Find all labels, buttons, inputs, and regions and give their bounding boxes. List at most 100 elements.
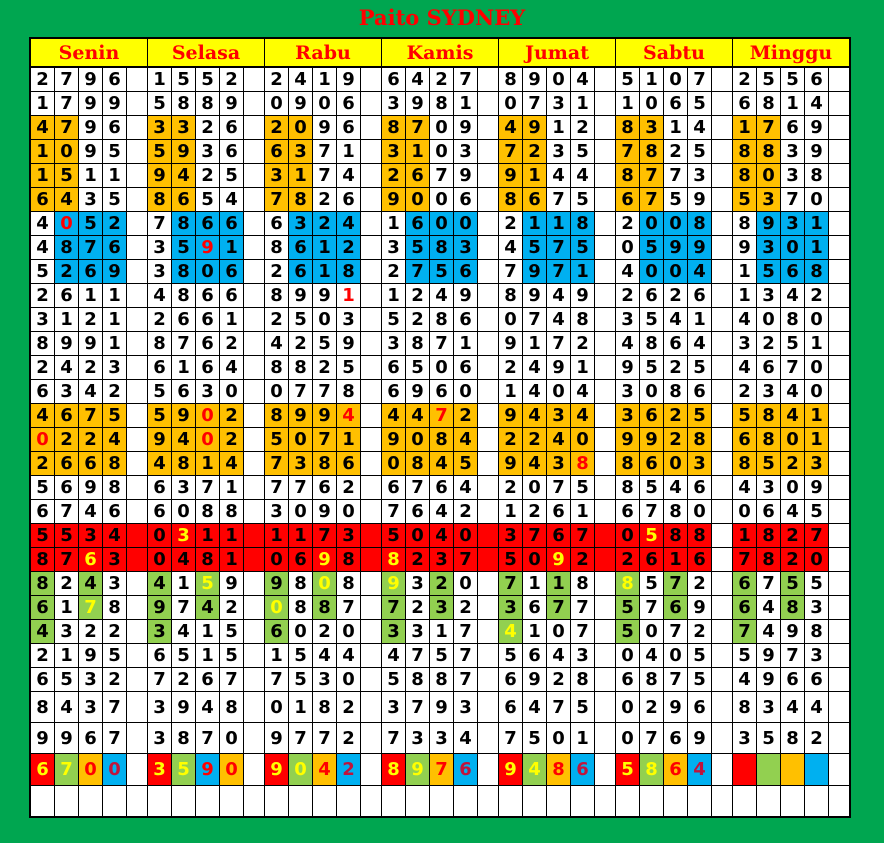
gap-cell [828,753,851,786]
gap-cell [126,451,148,476]
digit-cell: 7 [546,235,571,260]
digit-cell: 8 [732,451,757,476]
digit-cell: 4 [219,355,244,380]
digit-cell: 2 [687,571,712,596]
gap-cell [594,283,616,308]
digit-cell: 8 [498,66,523,92]
digit-cell: 3 [615,307,640,332]
digit-cell: 1 [29,91,55,116]
empty-cell [288,785,313,818]
gap-cell [828,139,851,164]
digit-cell: 8 [498,283,523,308]
digit-cell: 3 [54,379,79,404]
digit-cell: 0 [288,619,313,644]
summary-cell: 0 [288,753,313,786]
empty-cell [756,785,781,818]
gap-cell [477,427,499,452]
gap-cell [126,283,148,308]
digit-cell: 5 [687,643,712,668]
digit-cell: 6 [195,283,220,308]
digit-cell: 7 [804,523,829,548]
digit-cell: 8 [29,331,55,356]
digit-cell: 8 [687,427,712,452]
digit-cell: 1 [615,91,640,116]
gap-cell [594,331,616,356]
gap-cell [594,235,616,260]
digit-cell: 7 [312,163,337,188]
digit-cell: 4 [780,691,805,723]
digit-cell: 2 [429,66,454,92]
digit-cell: 6 [780,259,805,284]
digit-cell: 2 [29,451,55,476]
gap-cell [828,187,851,212]
digit-cell: 1 [312,66,337,92]
digit-cell: 2 [54,259,79,284]
digit-cell: 9 [687,722,712,754]
digit-cell: 5 [29,523,55,548]
digit-cell: 9 [804,115,829,140]
digit-cell: 7 [546,691,571,723]
gap-cell [828,643,851,668]
gap-cell [360,403,382,428]
paito-table: Senin Selasa Rabu Kamis Jumat Sabtu Minggu 2 7 9 6… [29,37,851,818]
digit-cell: 8 [756,403,781,428]
digit-cell: 3 [102,547,127,572]
gap-cell [243,722,265,754]
digit-cell: 5 [288,667,313,692]
digit-cell: 6 [29,187,55,212]
digit-cell: 4 [780,403,805,428]
digit-cell: 0 [639,259,664,284]
digit-cell: 7 [288,722,313,754]
gap-cell [711,753,733,786]
digit-cell: 7 [498,139,523,164]
digit-cell: 3 [804,643,829,668]
gap-cell [243,499,265,524]
gap-cell [594,355,616,380]
digit-cell: 5 [780,331,805,356]
digit-cell: 8 [639,667,664,692]
digit-cell: 1 [54,643,79,668]
digit-cell: 9 [102,259,127,284]
digit-cell: 4 [780,499,805,524]
digit-cell: 3 [804,595,829,620]
digit-cell: 1 [498,379,523,404]
gap-cell [477,235,499,260]
header-row: Senin Selasa Rabu Kamis Jumat Sabtu Minggu [29,37,851,68]
gap-cell [711,211,733,236]
digit-cell: 3 [405,619,430,644]
summary-cell [756,753,781,786]
digit-cell: 1 [522,619,547,644]
digit-cell: 6 [429,379,454,404]
digit-cell: 6 [756,499,781,524]
digit-cell: 2 [663,283,688,308]
digit-cell: 5 [381,307,406,332]
digit-cell: 4 [29,211,55,236]
digit-cell: 4 [732,667,757,692]
gap-cell [711,355,733,380]
digit-cell: 1 [54,307,79,332]
digit-cell: 7 [453,619,478,644]
digit-cell: 5 [687,667,712,692]
digit-cell: 4 [615,331,640,356]
gap-cell [477,619,499,644]
digit-cell: 7 [381,499,406,524]
digit-cell: 7 [546,187,571,212]
digit-cell: 7 [54,66,79,92]
summary-cell: 6 [570,753,595,786]
digit-cell: 6 [288,259,313,284]
empty-cell [126,785,148,818]
digit-cell: 4 [732,307,757,332]
digit-cell: 5 [102,403,127,428]
empty-cell [639,785,664,818]
digit-cell: 4 [171,547,196,572]
digit-cell: 8 [756,427,781,452]
digit-cell: 0 [336,667,361,692]
digit-cell: 1 [336,427,361,452]
gap-cell [243,187,265,212]
digit-cell: 2 [381,259,406,284]
digit-cell: 0 [29,427,55,452]
digit-cell: 3 [264,499,289,524]
summary-cell: 8 [639,753,664,786]
